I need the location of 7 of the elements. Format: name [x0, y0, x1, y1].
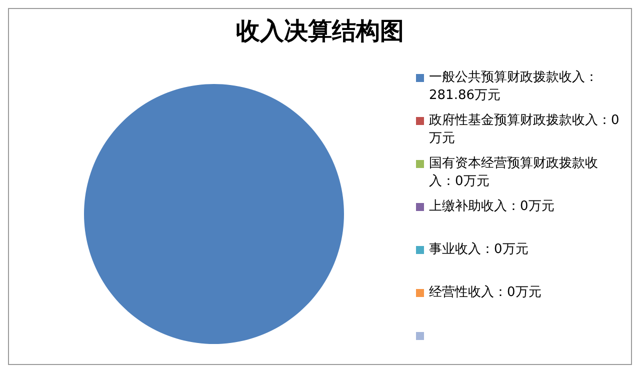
legend-label: 一般公共预算财政拨款收入：281.86万元 [429, 69, 599, 105]
legend-label: 事业收入：0万元 [429, 241, 528, 259]
legend-label: 经营性收入：0万元 [429, 284, 542, 302]
legend-label: 政府性基金预算财政拨款收入：0万元 [429, 112, 620, 148]
legend-label: 国有资本经营预算财政拨款收入：0万元 [429, 155, 599, 191]
chart-title: 收入决算结构图 [235, 16, 405, 47]
legend-label: 上缴补助收入：0万元 [429, 198, 554, 216]
